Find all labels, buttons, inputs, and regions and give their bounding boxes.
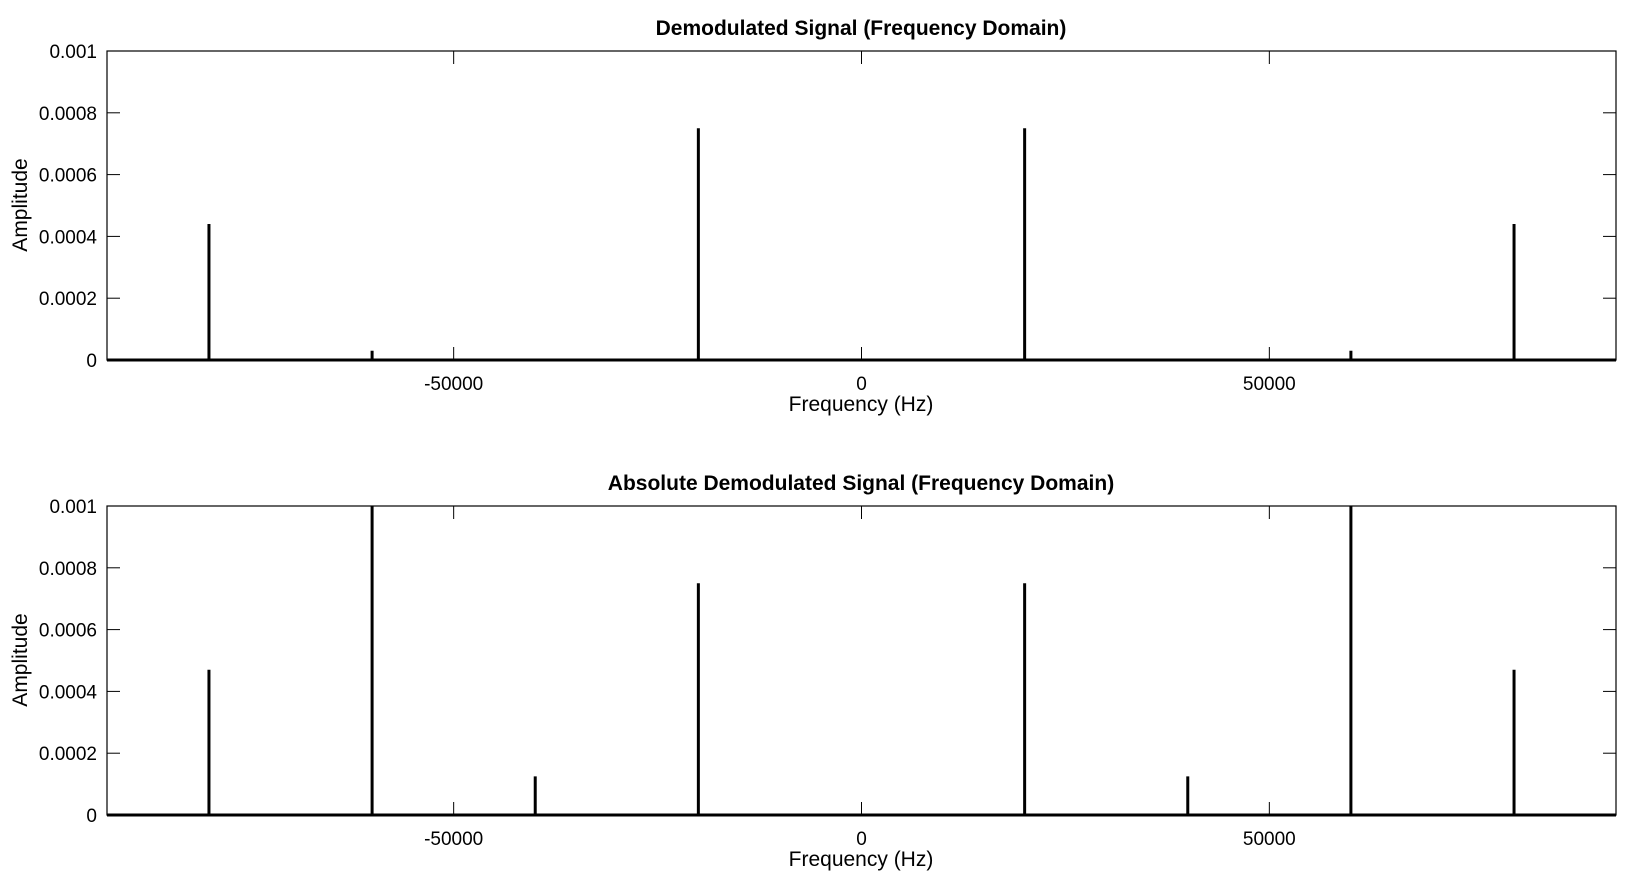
subplot-2-ytick-label: 0.0006 <box>39 621 97 642</box>
subplot-2: Absolute Demodulated Signal (Frequency D… <box>9 472 1617 871</box>
subplot-1-title: Demodulated Signal (Frequency Domain) <box>656 17 1067 40</box>
subplot-1-ylabel: Amplitude <box>9 158 32 251</box>
subplot-2-ytick-label: 0.001 <box>49 497 97 518</box>
subplot-2-ytick-label: 0.0004 <box>39 682 98 703</box>
subplot-1-ytick-label: 0.001 <box>49 42 97 63</box>
subplot-2-xtick-label: 0 <box>856 829 867 850</box>
subplot-2-axes-box <box>106 505 1617 816</box>
subplot-1-plot-area: 0 0.0002 0.0004 0.0006 0.0008 0.001 -50000 0 500… <box>39 42 1617 395</box>
subplot-2-xtick-label: 50000 <box>1243 829 1296 850</box>
subplot-2-ytick-label: 0 <box>86 806 97 827</box>
subplot-2-xtick-label: -50000 <box>424 829 483 850</box>
subplot-1-ytick-label: 0.0002 <box>39 289 97 310</box>
subplot-1-ytick-label: 0.0008 <box>39 104 97 125</box>
subplot-1-ytick-label: 0.0006 <box>39 166 97 187</box>
subplot-2-plot-area: 0 0.0002 0.0004 0.0006 0.0008 0.001 -50000 0 500… <box>39 497 1617 850</box>
subplot-2-ytick-label: 0.0008 <box>39 559 97 580</box>
subplot-1-ytick-label: 0 <box>86 351 97 372</box>
subplot-1-xtick-label: 0 <box>856 374 867 395</box>
subplot-2-ylabel: Amplitude <box>9 613 32 706</box>
subplot-2-title: Absolute Demodulated Signal (Frequency D… <box>608 472 1114 495</box>
subplot-1-axes-box <box>106 50 1617 361</box>
subplot-1-ytick-label: 0.0004 <box>39 227 98 248</box>
subplot-1-xtick-label: -50000 <box>424 374 483 395</box>
subplot-2-ytick-label: 0.0002 <box>39 744 97 765</box>
subplot-2-xlabel: Frequency (Hz) <box>789 848 934 871</box>
subplot-1-xlabel: Frequency (Hz) <box>789 393 934 416</box>
subplot-1: Demodulated Signal (Frequency Domain) Fr… <box>9 17 1617 416</box>
subplot-1-xtick-label: 50000 <box>1243 374 1296 395</box>
